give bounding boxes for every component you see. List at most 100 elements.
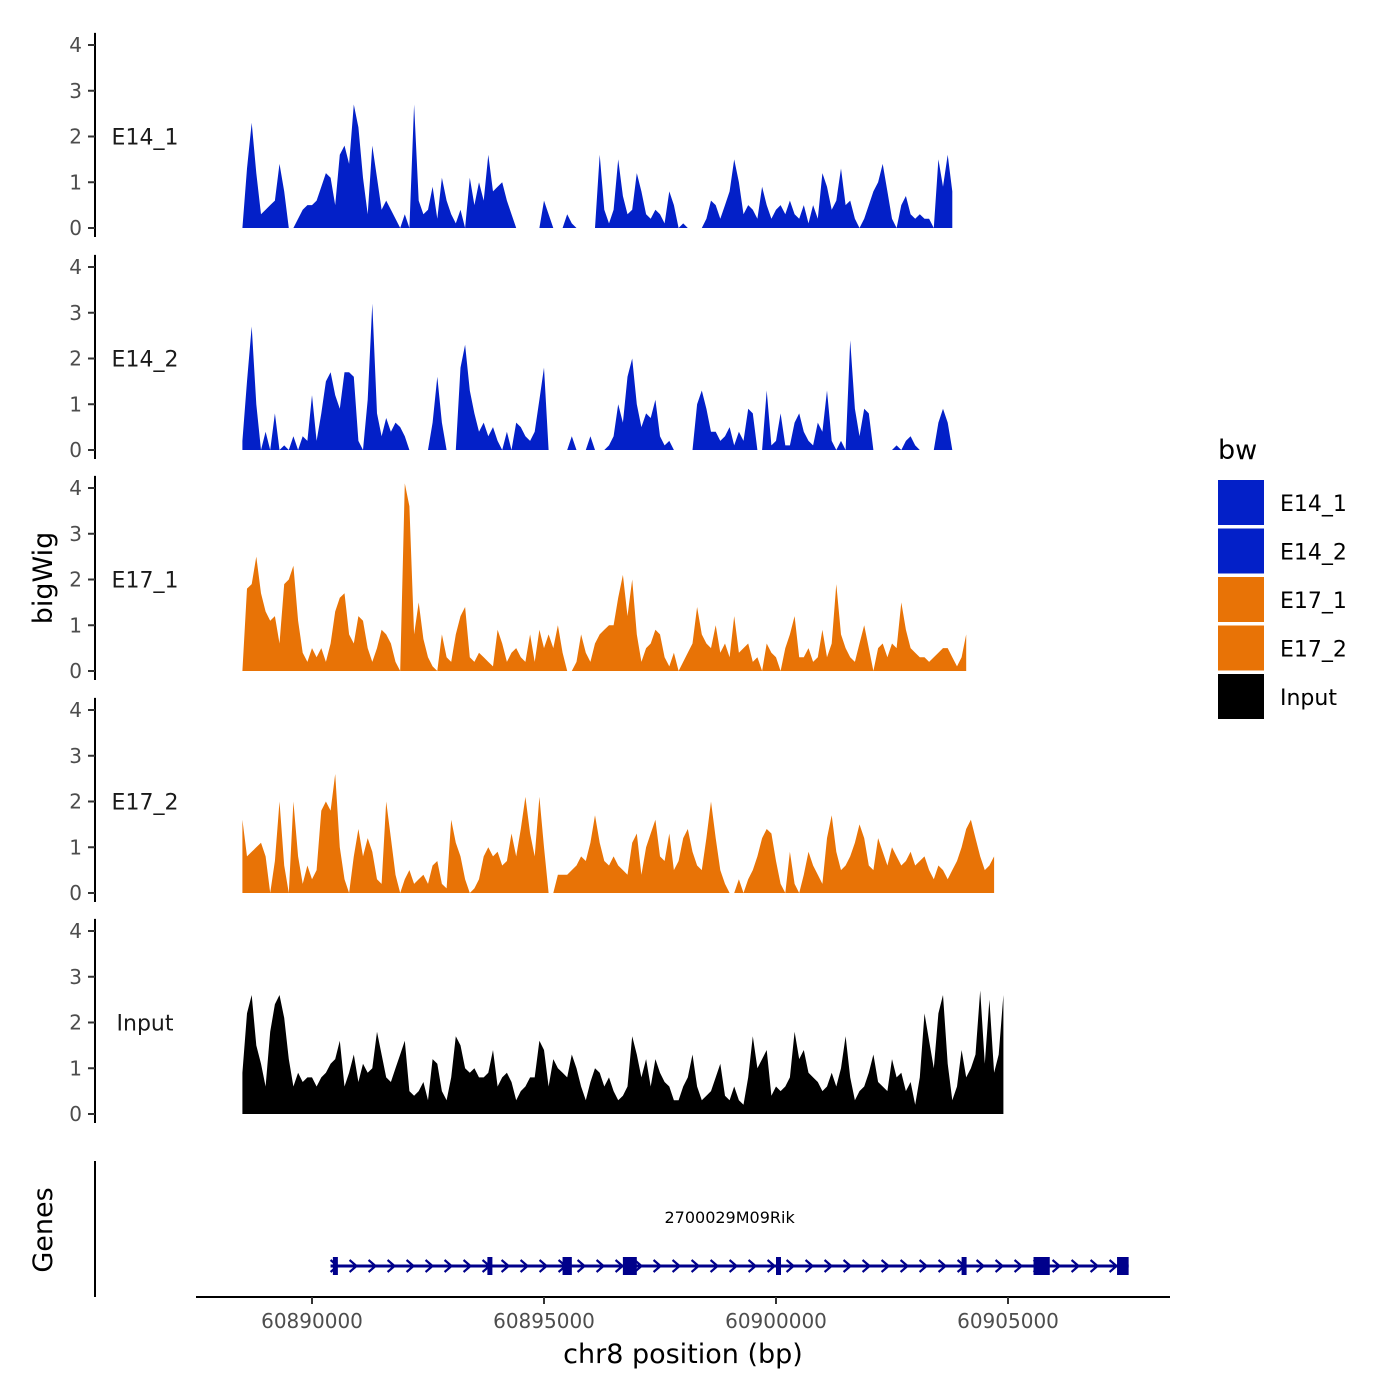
strand-arrow	[1013, 1259, 1024, 1273]
y-tick-label: 1	[69, 835, 82, 859]
facet-label: Input	[117, 1012, 174, 1037]
legend-label: E14_1	[1280, 492, 1347, 517]
x-tick-label: 60900000	[725, 1309, 827, 1333]
y-tick-label: 0	[69, 438, 82, 462]
exon	[1033, 1257, 1050, 1275]
strand-arrow	[842, 1259, 853, 1273]
strand-arrow	[405, 1259, 416, 1273]
strand-arrow	[424, 1259, 435, 1273]
area-e14_2	[242, 303, 953, 450]
panel-e14_1: 0 1 2 3 4 E14_1	[69, 32, 953, 240]
y-tick-label: 2	[69, 1011, 82, 1035]
legend: bw E14_1 E14_2 E17_1 E17_2 Input	[1218, 435, 1347, 719]
panel-e17_2: 0 1 2 3 4 E17_2	[69, 697, 995, 905]
legend-key-e14_1	[1218, 480, 1264, 525]
strand-arrow	[785, 1259, 796, 1273]
y-tick-label: 4	[69, 476, 82, 500]
strand-arrow	[633, 1259, 644, 1273]
legend-title: bw	[1218, 435, 1257, 466]
strand-arrow	[348, 1259, 359, 1273]
exon	[776, 1257, 781, 1275]
strand-arrow	[728, 1259, 739, 1273]
y-tick-label: 3	[69, 301, 82, 325]
y-tick-label: 2	[69, 125, 82, 149]
strand-arrow	[500, 1259, 511, 1273]
strand-arrow	[823, 1259, 834, 1273]
gene-label: 2700029M09Rik	[664, 1208, 795, 1227]
exon	[961, 1257, 967, 1275]
strand-arrow	[576, 1259, 587, 1273]
y-tick-label: 2	[69, 568, 82, 592]
strand-arrow	[747, 1259, 758, 1273]
legend-key-input	[1218, 674, 1264, 719]
y-tick-label: 3	[69, 79, 82, 103]
legend-key-e17_1	[1218, 577, 1264, 622]
y-tick-label: 2	[69, 790, 82, 814]
strand-arrow	[462, 1259, 473, 1273]
panel-e14_2: 0 1 2 3 4 E14_2	[69, 254, 953, 462]
y-tick-label: 1	[69, 170, 82, 194]
strand-arrow	[899, 1259, 910, 1273]
y-tick-label: 1	[69, 613, 82, 637]
strand-arrow	[975, 1259, 986, 1273]
exon	[562, 1257, 572, 1275]
y-tick-label: 1	[69, 392, 82, 416]
strand-arrow	[1089, 1259, 1100, 1273]
y-tick-label: 3	[69, 744, 82, 768]
strand-arrow	[880, 1259, 891, 1273]
facet-label: E14_2	[112, 348, 179, 373]
x-axis-title: chr8 position (bp)	[563, 1339, 803, 1370]
legend-label: E14_2	[1280, 541, 1347, 566]
strand-arrow	[690, 1259, 701, 1273]
legend-label: Input	[1280, 686, 1337, 711]
strand-arrow	[614, 1259, 625, 1273]
strand-arrow	[1051, 1259, 1062, 1273]
y-tick-label: 3	[69, 522, 82, 546]
strand-arrow	[595, 1259, 606, 1273]
strand-arrow	[937, 1259, 948, 1273]
strand-arrow	[766, 1259, 777, 1273]
x-tick-label: 60890000	[261, 1309, 363, 1333]
strand-arrow	[367, 1259, 378, 1273]
y-tick-label: 0	[69, 1102, 82, 1126]
legend-key-e14_2	[1218, 528, 1264, 574]
strand-arrow	[538, 1259, 549, 1273]
exon	[1117, 1257, 1129, 1275]
x-tick-label: 60905000	[957, 1309, 1059, 1333]
facet-label: E17_2	[112, 791, 179, 816]
y-tick-label: 4	[69, 919, 82, 943]
genes-axis-title: Genes	[28, 1187, 59, 1272]
panel-input: 0 1 2 3 4 Input	[69, 918, 1004, 1126]
strand-arrow	[1070, 1259, 1081, 1273]
y-tick-label: 0	[69, 659, 82, 683]
legend-label: E17_1	[1280, 589, 1347, 614]
strand-arrow	[918, 1259, 929, 1273]
strand-arrow	[671, 1259, 682, 1273]
y-tick-label: 4	[69, 255, 82, 279]
y-axis-title: bigWig	[28, 532, 59, 625]
facet-label: E14_1	[112, 126, 179, 151]
exon	[487, 1257, 493, 1275]
strand-arrow	[386, 1259, 397, 1273]
area-e17_1	[242, 483, 967, 671]
x-axis: 60890000 60895000 60900000 60905000	[196, 1296, 1170, 1333]
y-tick-label: 4	[69, 33, 82, 57]
strand-arrow	[861, 1259, 872, 1273]
area-input	[242, 990, 1004, 1114]
area-e14_1	[242, 104, 953, 228]
panel-e17_1: 0 1 2 3 4 E17_1	[69, 475, 967, 683]
y-tick-label: 0	[69, 881, 82, 905]
y-tick-label: 4	[69, 698, 82, 722]
strand-arrow	[652, 1259, 663, 1273]
strand-arrow	[1108, 1259, 1119, 1273]
strand-arrow	[443, 1259, 454, 1273]
x-tick-label: 60895000	[493, 1309, 595, 1333]
facet-label: E17_1	[112, 569, 179, 594]
y-tick-label: 0	[69, 216, 82, 240]
y-tick-label: 3	[69, 965, 82, 989]
strand-arrow	[804, 1259, 815, 1273]
legend-label: E17_2	[1280, 638, 1347, 663]
strand-arrow	[519, 1259, 530, 1273]
coverage-panels: 0 1 2 3 4 E14_1 0 1 2 3 4 E14_2 0 1 2 3 4 E17_1 0 1 2 3 4 E17_2…	[69, 32, 1004, 1126]
